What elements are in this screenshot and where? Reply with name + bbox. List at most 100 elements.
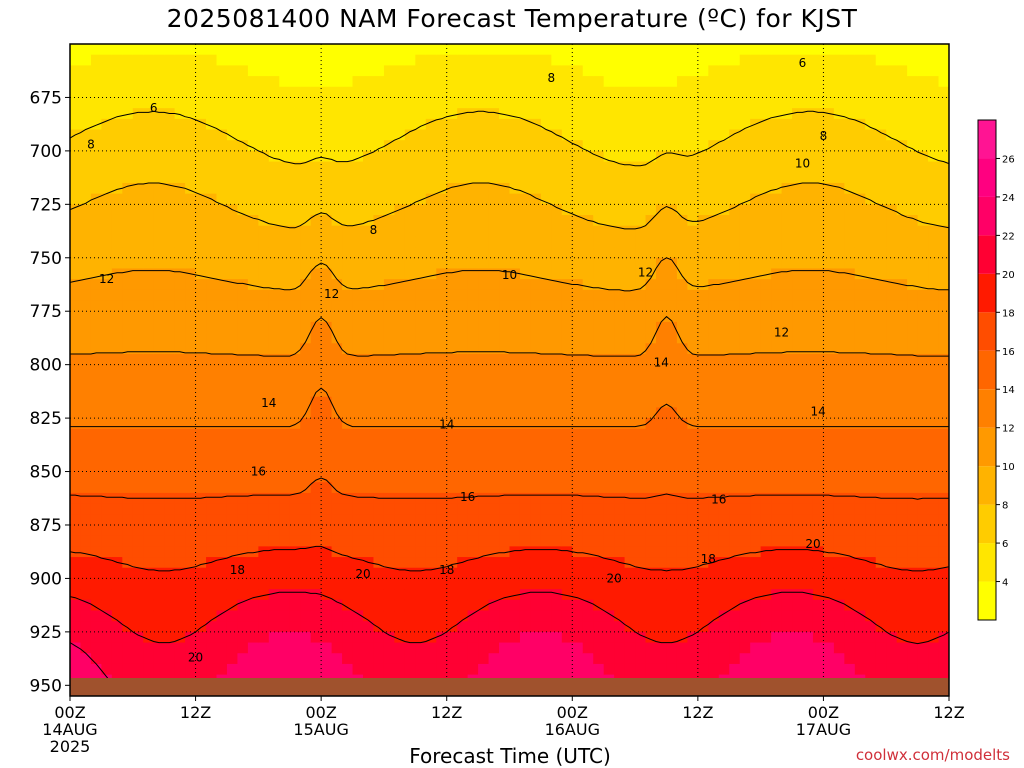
field-cell — [854, 471, 866, 483]
field-cell — [425, 118, 437, 131]
field-cell — [886, 76, 898, 88]
field-cell — [488, 386, 500, 398]
field-cell — [896, 557, 908, 569]
field-cell — [540, 140, 552, 152]
field-cell — [352, 428, 364, 441]
field-cell — [342, 86, 354, 99]
field-cell — [718, 450, 730, 462]
field-cell — [645, 450, 657, 462]
field-cell — [132, 182, 144, 195]
field-cell — [603, 642, 615, 654]
field-cell — [656, 140, 668, 152]
field-cell — [478, 460, 490, 473]
field-cell — [739, 653, 751, 665]
field-cell — [635, 118, 647, 131]
field-cell — [519, 663, 532, 676]
field-cell — [70, 386, 82, 398]
field-cell — [164, 428, 176, 441]
field-cell — [164, 172, 176, 184]
field-cell — [467, 567, 479, 580]
field-cell — [614, 204, 626, 216]
field-cell — [467, 557, 479, 569]
field-cell — [185, 524, 197, 537]
field-cell — [645, 321, 657, 334]
field-cell — [237, 663, 249, 676]
field-cell — [540, 311, 552, 323]
field-cell — [467, 503, 479, 515]
field-cell — [132, 257, 144, 270]
field-cell — [896, 364, 908, 376]
field-cell — [195, 279, 207, 291]
field-cell — [383, 375, 395, 387]
field-cell — [394, 450, 406, 462]
field-cell — [603, 610, 615, 622]
field-cell — [363, 621, 375, 633]
field-cell — [279, 97, 291, 109]
field-cell — [164, 76, 176, 88]
field-cell — [760, 503, 772, 515]
field-cell — [739, 279, 751, 291]
field-cell — [122, 386, 134, 398]
field-cell — [425, 621, 437, 633]
field-cell — [760, 311, 772, 323]
field-cell — [519, 610, 532, 622]
field-cell — [478, 482, 490, 494]
field-cell — [457, 44, 469, 56]
field-cell — [216, 663, 228, 676]
field-cell — [676, 428, 688, 441]
field-cell — [394, 193, 406, 205]
field-cell — [195, 567, 207, 580]
field-cell — [907, 172, 919, 184]
field-cell — [404, 108, 416, 120]
field-cell — [718, 97, 730, 109]
field-cell — [174, 343, 186, 355]
field-cell — [635, 375, 647, 387]
field-cell — [143, 289, 155, 302]
field-cell — [268, 44, 280, 56]
field-cell — [844, 439, 856, 451]
field-cell — [331, 663, 343, 676]
field-cell — [90, 279, 102, 291]
field-cell — [258, 396, 270, 409]
field-cell — [687, 332, 699, 344]
field-cell — [174, 460, 186, 473]
field-cell — [540, 289, 552, 302]
field-cell — [446, 86, 458, 99]
field-cell — [739, 150, 751, 163]
field-cell — [509, 321, 521, 334]
field-cell — [143, 578, 155, 590]
field-cell — [551, 332, 563, 344]
field-cell — [593, 460, 605, 473]
field-cell — [896, 503, 908, 515]
field-cell — [394, 129, 406, 141]
field-cell — [687, 247, 699, 259]
field-cell — [823, 247, 835, 259]
field-cell — [174, 450, 186, 462]
field-cell — [530, 567, 542, 580]
field-cell — [530, 54, 542, 66]
field-cell — [289, 140, 301, 152]
field-cell — [875, 118, 887, 131]
field-cell — [907, 247, 919, 259]
field-cell — [624, 642, 636, 654]
field-cell — [467, 225, 479, 237]
field-cell — [90, 557, 102, 569]
field-cell — [404, 140, 416, 152]
field-cell — [865, 450, 877, 462]
field-cell — [321, 642, 333, 654]
field-cell — [540, 225, 552, 237]
field-cell — [488, 44, 500, 56]
field-cell — [530, 375, 542, 387]
field-cell — [582, 610, 594, 622]
field-cell — [886, 386, 898, 398]
field-cell — [519, 599, 532, 612]
field-cell — [342, 225, 354, 237]
field-cell — [195, 439, 207, 451]
field-cell — [394, 407, 406, 419]
field-cell — [122, 460, 134, 473]
field-cell — [865, 492, 877, 505]
field-cell — [750, 268, 762, 280]
field-cell — [729, 386, 741, 398]
field-cell — [729, 279, 741, 291]
field-cell — [729, 524, 741, 537]
